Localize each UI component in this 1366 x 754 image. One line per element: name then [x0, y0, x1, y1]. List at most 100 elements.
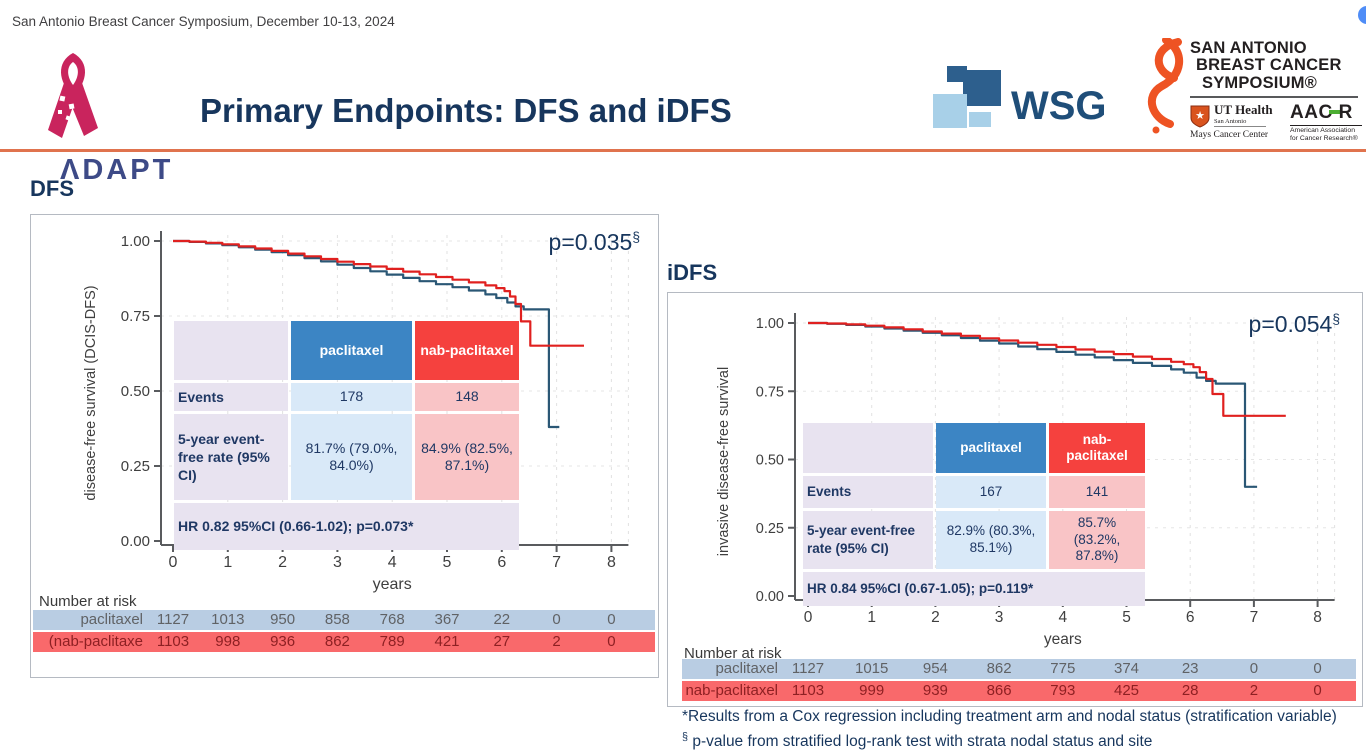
risk-count: 950	[270, 611, 296, 628]
risk-row-label: (nab-paclitaxe	[48, 633, 143, 650]
svg-text:years: years	[1044, 631, 1082, 648]
svg-text:★: ★	[1195, 110, 1205, 122]
svg-text:3: 3	[995, 609, 1004, 626]
risk-count: 862	[986, 660, 1012, 677]
risk-count: 27	[493, 633, 511, 650]
risk-count: 1103	[791, 682, 825, 699]
svg-text:years: years	[373, 576, 412, 593]
svg-text:1.00: 1.00	[756, 316, 784, 332]
risk-count: 936	[270, 633, 296, 650]
risk-count: 1127	[156, 611, 190, 628]
rate-paclitaxel-cell: 82.9% (80.3%, 85.1%)	[936, 511, 1046, 569]
dfs-section-title: DFS	[30, 176, 74, 201]
risk-count: 768	[379, 611, 405, 628]
aacr-green-dash-icon	[1328, 109, 1340, 114]
events-nab-paclitaxel-cell: 148	[415, 383, 519, 411]
svg-text:4: 4	[388, 554, 397, 571]
risk-count: 862	[324, 633, 350, 650]
page-title: Primary Endpoints: DFS and iDFS	[200, 92, 732, 129]
risk-count: 0	[1313, 660, 1322, 677]
idfs-section-title: iDFS	[667, 260, 718, 285]
risk-count: 2	[552, 633, 561, 650]
risk-count: 22	[493, 611, 511, 628]
svg-text:0.25: 0.25	[121, 458, 150, 475]
floating-dot-button[interactable]	[1358, 6, 1366, 24]
risk-count: 425	[1113, 682, 1140, 699]
aacr-subtitle: American Association for Cancer Research…	[1290, 125, 1362, 144]
risk-count: 1103	[156, 633, 190, 650]
svg-text:0: 0	[804, 609, 813, 626]
svg-text:0.00: 0.00	[756, 589, 784, 605]
svg-text:7: 7	[1250, 609, 1259, 626]
svg-text:2: 2	[931, 609, 940, 626]
risk-count: 939	[922, 682, 948, 699]
idfs-chart-panel: 0.00 0.25 0.50 0.75 1.00 0 1 2 3 4 5 6 7 8 years invasi…	[667, 292, 1363, 707]
svg-text:7: 7	[552, 554, 561, 571]
svg-text:1.00: 1.00	[121, 233, 150, 250]
sabcs-line1: SAN ANTONIO	[1190, 39, 1307, 57]
events-label-cell: Events	[174, 383, 288, 411]
hazard-ratio-cell: HR 0.84 95%CI (0.67-1.05); p=0.119*	[803, 572, 1145, 606]
aacr-logo: AAC R American Association for Cancer Res…	[1290, 102, 1362, 144]
svg-text:5: 5	[1122, 609, 1131, 626]
risk-count: 23	[1181, 660, 1199, 677]
svg-text:1: 1	[223, 554, 232, 571]
sabcs-logo: SAN ANTONIO BREAST CANCER SYMPOSIUM® ★ U…	[1138, 38, 1362, 150]
accent-divider	[0, 149, 1366, 152]
sabcs-line2: BREAST CANCER	[1196, 56, 1342, 75]
km-plot: 0.00 0.25 0.50 0.75 1.00 0 1 2 3 4 5 6 7 8 years invasi…	[716, 313, 1336, 648]
risk-count: 28	[1181, 682, 1199, 699]
svg-text:1: 1	[867, 609, 876, 626]
risk-count: 0	[552, 611, 561, 628]
svg-text:6: 6	[1186, 609, 1195, 626]
events-paclitaxel-cell: 178	[291, 383, 412, 411]
risk-count: 0	[607, 633, 616, 650]
number-at-risk-row-paclitaxel: paclitaxel 1127 1015 954 862 775 374 23 0 0	[682, 659, 1356, 679]
number-at-risk-row-nab-paclitaxel: nab-paclitaxel 1103 999 939 866 793 425 28 2 0	[682, 681, 1356, 701]
dfs-results-table: paclitaxel nab-paclitaxel Events 178 148 5…	[171, 318, 522, 553]
risk-count: 1013	[211, 611, 245, 628]
adapt-logo: ΛDAPT	[22, 50, 172, 186]
svg-text:invasive disease-free survival: invasive disease-free survival	[716, 367, 732, 556]
svg-text:0.25: 0.25	[756, 521, 784, 537]
risk-count: 998	[215, 633, 241, 650]
number-at-risk-row-paclitaxel: paclitaxel 1127 1013 950 858 768 367 22 0 0	[33, 610, 655, 630]
wsg-logo: WSG	[933, 66, 1133, 146]
idfs-p-value: p=0.054§	[1248, 311, 1340, 337]
rate-label-cell: 5-year event-free rate (95% CI)	[174, 414, 288, 500]
risk-count: 0	[1249, 660, 1259, 677]
footnote-pvalue: § p-value from stratified log-rank test …	[682, 731, 1153, 751]
svg-text:8: 8	[607, 554, 616, 571]
number-at-risk-title: Number at risk	[39, 593, 137, 610]
svg-text:0: 0	[169, 554, 178, 571]
risk-count: 858	[324, 611, 350, 628]
ut-health-city: San Antonio	[1214, 118, 1266, 127]
paclitaxel-header-cell: paclitaxel	[936, 423, 1046, 473]
svg-text:2: 2	[278, 554, 287, 571]
rate-nab-paclitaxel-cell: 85.7% (83.2%, 87.8%)	[1049, 511, 1145, 569]
risk-count: 1015	[855, 660, 889, 677]
sabcs-divider	[1190, 96, 1358, 98]
risk-count: 1127	[791, 660, 825, 677]
risk-count: 954	[922, 660, 948, 677]
svg-text:0.75: 0.75	[121, 308, 150, 325]
svg-text:5: 5	[443, 554, 452, 571]
svg-text:3: 3	[333, 554, 342, 571]
svg-text:disease-free survival (DCIS-DF: disease-free survival (DCIS-DFS)	[83, 285, 99, 500]
svg-text:6: 6	[497, 554, 506, 571]
number-at-risk-title: Number at risk	[684, 645, 782, 662]
events-paclitaxel-cell: 167	[936, 476, 1046, 508]
table-corner-cell	[803, 423, 933, 473]
footnote-cox: *Results from a Cox regression including…	[682, 708, 1337, 725]
risk-row-label: paclitaxel	[715, 660, 778, 677]
svg-text:8: 8	[1313, 609, 1322, 626]
idfs-results-table: paclitaxel nab-paclitaxel Events 167 141 5…	[800, 420, 1148, 609]
svg-text:0.00: 0.00	[121, 533, 150, 550]
risk-count: 793	[1050, 682, 1076, 699]
rate-nab-paclitaxel-cell: 84.9% (82.5%, 87.1%)	[415, 414, 519, 500]
risk-row-label: nab-paclitaxel	[685, 682, 778, 699]
risk-count: 789	[379, 633, 405, 650]
nab-paclitaxel-header-cell: nab-paclitaxel	[415, 321, 519, 380]
risk-count: 999	[859, 682, 885, 699]
